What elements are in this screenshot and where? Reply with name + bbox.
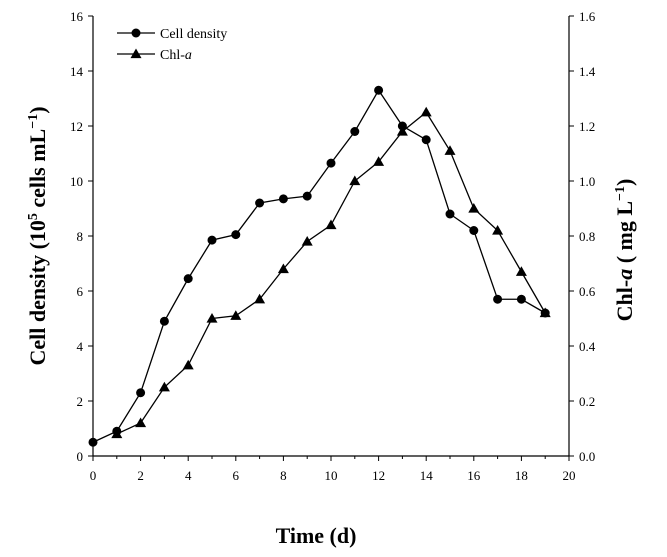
cell-density-point (255, 198, 265, 208)
y-left-tick-label: 4 (77, 339, 84, 354)
cell-density-point (421, 135, 431, 145)
y-left-tick-label: 0 (77, 449, 84, 464)
y-right-tick-label: 0.2 (579, 394, 595, 409)
x-axis-title: Time (d) (276, 523, 357, 548)
cell-density-point (326, 158, 336, 168)
chl-a-point (182, 359, 194, 370)
chl-a-point (277, 263, 289, 274)
cell-density-point (207, 235, 217, 245)
chl-a-point (349, 175, 361, 186)
chl-a-point (325, 219, 337, 230)
chl-a-point (301, 236, 313, 246)
chl-a-point (206, 313, 218, 323)
legend-marker-chl-a (130, 48, 142, 59)
cell-density-point (493, 294, 503, 304)
chl-a-point (420, 106, 432, 117)
chl-a-point (111, 428, 123, 439)
y-right-tick-label: 0.4 (579, 339, 596, 354)
legend-label-chl-a: Chl-a (160, 48, 192, 63)
x-tick-label: 6 (233, 468, 240, 483)
x-tick-label: 2 (137, 468, 144, 483)
cell-density-point (183, 274, 193, 284)
y-left-axis-title: Cell density (105 cells mL−1) (25, 106, 50, 365)
y-right-tick-label: 1.6 (579, 9, 596, 24)
x-tick-label: 14 (420, 468, 434, 483)
cell-density-line (92, 89, 546, 443)
cell-density-point (88, 437, 98, 447)
y-left-tick-label: 10 (70, 174, 83, 189)
y-left-tick-label: 8 (77, 229, 84, 244)
cell-density-point (278, 194, 288, 204)
cell-density-point (231, 230, 241, 240)
y-left-tick-label: 2 (77, 394, 84, 409)
chl-a-point (373, 156, 385, 166)
legend-label-cell-density: Cell density (160, 27, 227, 42)
cell-density-point (302, 191, 312, 201)
chl-a-point (515, 266, 527, 276)
legend-marker-cell-density (131, 28, 141, 38)
legend: Cell density Chl-a (117, 27, 227, 63)
y-right-tick-label: 1.4 (579, 64, 596, 79)
x-tick-label: 8 (280, 468, 287, 483)
chl-a-point (158, 381, 170, 392)
x-tick-label: 0 (90, 468, 97, 483)
cell-density-point (445, 209, 455, 219)
chl-a-point (468, 203, 480, 213)
cell-density-point (136, 388, 146, 398)
x-tick-label: 10 (325, 468, 338, 483)
y-left-tick-label: 12 (70, 119, 83, 134)
x-tick-label: 12 (372, 468, 385, 483)
x-tick-label: 18 (515, 468, 528, 483)
chl-a-point (539, 307, 551, 318)
cell-density-point (516, 294, 526, 304)
chl-a-point (396, 126, 408, 136)
y-right-tick-label: 1.2 (579, 119, 595, 134)
y-right-tick-label: 0.8 (579, 229, 595, 244)
cell-density-point (350, 127, 360, 136)
y-right-tick-label: 0.6 (579, 284, 596, 299)
chl-a-point (230, 310, 242, 320)
y-right-tick-label: 0.0 (579, 449, 595, 464)
y-right-tick-label: 1.0 (579, 174, 595, 189)
chl-a-point (444, 145, 456, 155)
chl-a-point (492, 225, 504, 235)
cell-density-point (374, 85, 384, 95)
x-tick-label: 16 (467, 468, 481, 483)
series-layer (88, 85, 551, 447)
y-left-tick-label: 6 (77, 284, 84, 299)
y-left-tick-label: 16 (70, 9, 84, 24)
cell-density-point (159, 316, 169, 326)
x-tick-label: 4 (185, 468, 192, 483)
cell-density-point (469, 226, 479, 235)
y-left-tick-label: 14 (70, 64, 84, 79)
chl-a-point (254, 293, 266, 304)
axes: 0 2 4 6 8 10 12 14 16 18 20 0 2 4 6 8 10 12 14 16 0.0 0.2 0.4 0… (70, 9, 596, 483)
y-right-axis-title: Chl-a ( mg L−1) (612, 179, 637, 322)
chl-a-point (135, 417, 147, 428)
x-tick-label: 20 (563, 468, 576, 483)
